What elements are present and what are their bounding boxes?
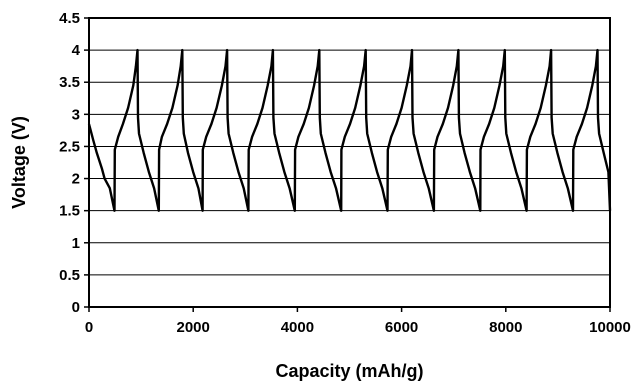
y-tick-label: 1 — [72, 235, 80, 252]
plot-frame — [88, 17, 611, 308]
series-line-voltage — [87, 48, 612, 212]
x-tick-label: 8000 — [489, 319, 522, 336]
x-tick-label: 2000 — [177, 319, 210, 336]
y-axis-ticks: 0 0.5 1 1.5 2 2.5 3 3.5 4 4.5 — [59, 10, 89, 316]
y-axis-title: Voltage (V) — [9, 116, 29, 209]
y-tick-label: 0 — [72, 299, 80, 316]
y-tick-label: 3.5 — [59, 74, 80, 91]
y-tick-label: 2 — [72, 171, 80, 188]
y-tick-label: 4.5 — [59, 10, 80, 27]
x-tick-label: 6000 — [385, 319, 418, 336]
x-axis-title: Capacity (mAh/g) — [275, 361, 423, 381]
y-tick-label: 3 — [72, 106, 80, 123]
x-tick-label: 10000 — [589, 319, 631, 336]
y-tick-label: 1.5 — [59, 203, 80, 220]
x-tick-label: 0 — [85, 319, 93, 336]
x-tick-label: 4000 — [281, 319, 314, 336]
y-tick-label: 0.5 — [59, 267, 80, 284]
grid-lines — [89, 49, 610, 276]
x-axis-ticks: 0 2000 4000 6000 8000 10000 — [85, 307, 631, 336]
y-tick-label: 4 — [72, 42, 81, 59]
y-tick-label: 2.5 — [59, 138, 80, 155]
